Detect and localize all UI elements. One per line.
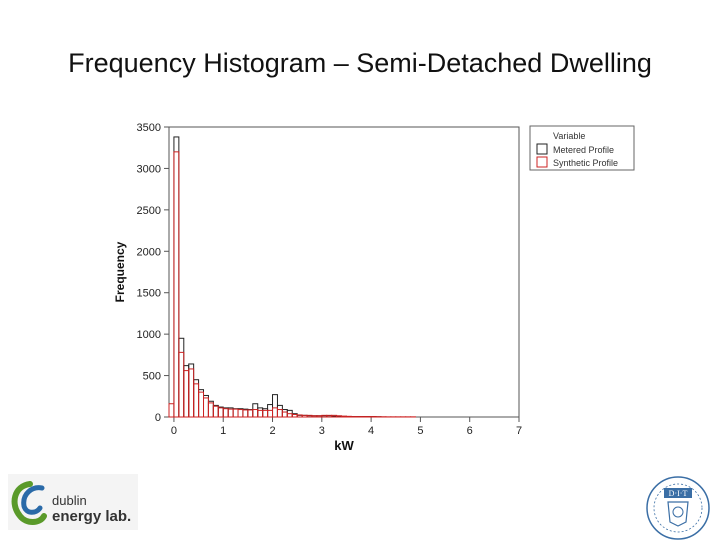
histogram-bar [296,414,303,418]
histogram-bar [257,407,264,418]
series-metered [173,136,382,418]
logo-text-energy-lab: energy lab. [52,508,131,525]
y-tick-label: 1000 [137,329,161,341]
seal-text: D·I·T [669,489,688,498]
histogram-bar [222,408,229,418]
histogram-bar [183,370,190,418]
y-tick-label: 1500 [137,288,161,300]
y-axis-label: Frequency [113,241,127,302]
plot-frame-group [168,126,520,418]
slide-title: Frequency Histogram – Semi-Detached Dwel… [68,48,652,78]
histogram-bar [198,389,205,418]
legend-title: Variable [553,131,585,141]
x-tick-label: 7 [516,425,522,437]
histogram-bar [173,136,180,418]
histogram-bar [183,365,190,418]
histogram-bar [207,402,214,418]
seal-emblem-icon [672,506,684,518]
histogram-bar [276,409,283,418]
histogram-bar [232,408,239,418]
histogram-bar [286,413,293,418]
histogram-bar [168,403,175,418]
histogram-bar [222,407,229,418]
histogram-bar [217,407,224,418]
legend-swatch-metered [536,143,548,155]
histogram-bar [276,404,283,418]
x-tick-label: 3 [319,425,325,437]
x-tick-label: 6 [467,425,473,437]
histogram-bar [193,379,200,418]
histogram-bar [173,151,180,418]
legend-label-metered: Metered Profile [553,145,614,155]
x-tick-label: 4 [368,425,374,437]
histogram-bar [257,409,264,418]
plot-frame [168,126,520,418]
histogram-bar [272,407,278,418]
histogram-bar [341,415,347,418]
legend: Variable Metered Profile Synthetic Profi… [529,125,635,171]
y-tick-label: 500 [143,371,161,383]
series-synthetic [168,151,416,418]
histogram-bar [345,415,352,418]
histogram-bar [203,394,209,418]
x-axis: 0 1 2 3 4 5 6 7 [171,417,522,437]
x-tick-label: 2 [269,425,275,437]
y-tick-label: 3500 [137,122,161,134]
histogram-bar [188,368,195,418]
histogram-chart: 0 500 1000 1500 2000 2500 3000 3500 0 1 2 3 4 5 6 7 Fr… [113,122,635,453]
histogram-bar [237,409,244,418]
y-tick-label: 2000 [137,246,161,258]
histogram-bar [247,409,254,418]
histogram-bar [316,415,323,418]
dit-seal-logo: D·I·T [646,476,710,540]
y-axis: 0 500 1000 1500 2000 2500 3000 3500 [137,122,169,424]
seal-inner-ring [653,483,703,533]
seal-outer-ring [646,476,710,540]
histogram-bar [198,391,205,418]
histogram-bar [281,409,288,418]
histogram-bar [272,394,278,418]
histogram-bar [178,337,185,418]
histogram-bar [212,404,219,418]
x-tick-label: 5 [417,425,423,437]
seal-banner [664,488,692,498]
histogram-bar [311,415,318,418]
histogram-bar [301,414,308,418]
histogram-bar [247,409,254,418]
swirl-icon [11,481,47,525]
y-tick-label: 0 [155,412,161,424]
legend-swatch-synthetic [536,156,548,168]
histogram-bar [193,383,200,418]
y-tick-label: 2500 [137,205,161,217]
y-tick-label: 3000 [137,163,161,175]
histogram-bar [212,405,219,418]
histogram-bar [252,409,259,418]
histogram-bar [207,400,214,418]
histogram-bar [188,363,195,418]
histogram-bar [267,409,274,418]
histogram-bar [232,408,239,418]
histogram-bar [203,397,209,418]
dublin-energy-lab-logo: dublin energy lab. [8,474,138,530]
x-axis-label: kW [334,438,354,453]
series-layer [168,136,416,418]
histogram-bar [227,408,234,418]
histogram-bar [178,351,185,418]
histogram-bar [262,409,269,418]
x-tick-label: 1 [220,425,226,437]
logo-text-dublin: dublin [52,493,87,508]
histogram-bar [242,409,249,418]
histogram-bar [217,406,224,418]
x-tick-label: 0 [171,425,177,437]
seal-shield-icon [667,501,689,527]
histogram-bar [281,411,288,418]
histogram-bar [291,414,298,418]
histogram-bar [252,403,259,418]
legend-label-synthetic: Synthetic Profile [553,158,618,168]
